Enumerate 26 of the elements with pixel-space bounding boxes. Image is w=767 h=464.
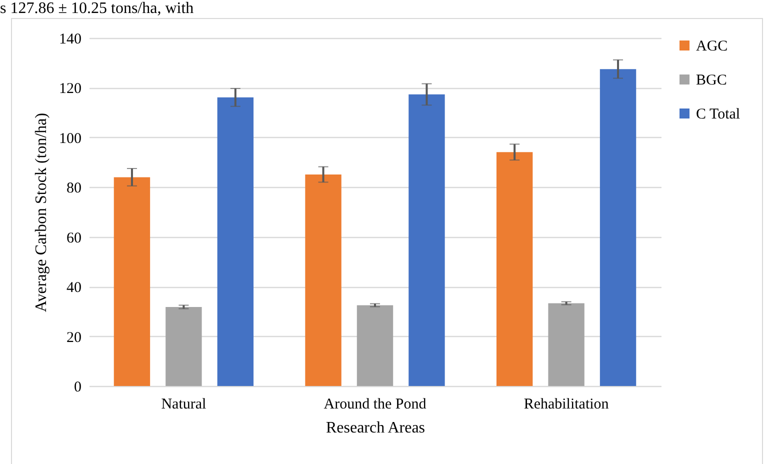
legend-label: C Total — [696, 106, 740, 122]
x-axis-title: Research Areas — [326, 420, 426, 436]
x-tick-label: Around the Pond — [324, 396, 427, 412]
text: s 127.86 ± 10.25 tons/ha, with — [0, 0, 194, 17]
bar — [217, 97, 254, 386]
bar — [114, 177, 150, 386]
bar — [356, 305, 394, 386]
legend-label: BGC — [696, 72, 727, 88]
x-tick-label: Rehabilitation — [524, 396, 610, 412]
y-tick-label: 60 — [66, 230, 82, 246]
bar — [548, 303, 584, 386]
y-tick-label: 100 — [59, 130, 82, 147]
y-axis-title: Average Carbon Stock (ton/ha) — [33, 112, 50, 312]
bar — [600, 69, 636, 386]
y-tick-label: 40 — [66, 280, 82, 296]
bar — [305, 174, 342, 386]
bar — [408, 94, 445, 386]
y-tick-label: 140 — [59, 32, 82, 48]
x-tick-label: Natural — [161, 396, 206, 412]
legend-label: AGC — [696, 38, 728, 54]
y-tick-label: 20 — [66, 330, 82, 346]
y-tick-label: 80 — [66, 180, 82, 197]
y-tick-label: 0 — [74, 380, 82, 396]
bar — [496, 152, 533, 386]
bar — [166, 306, 202, 386]
y-tick-label: 120 — [59, 81, 82, 98]
